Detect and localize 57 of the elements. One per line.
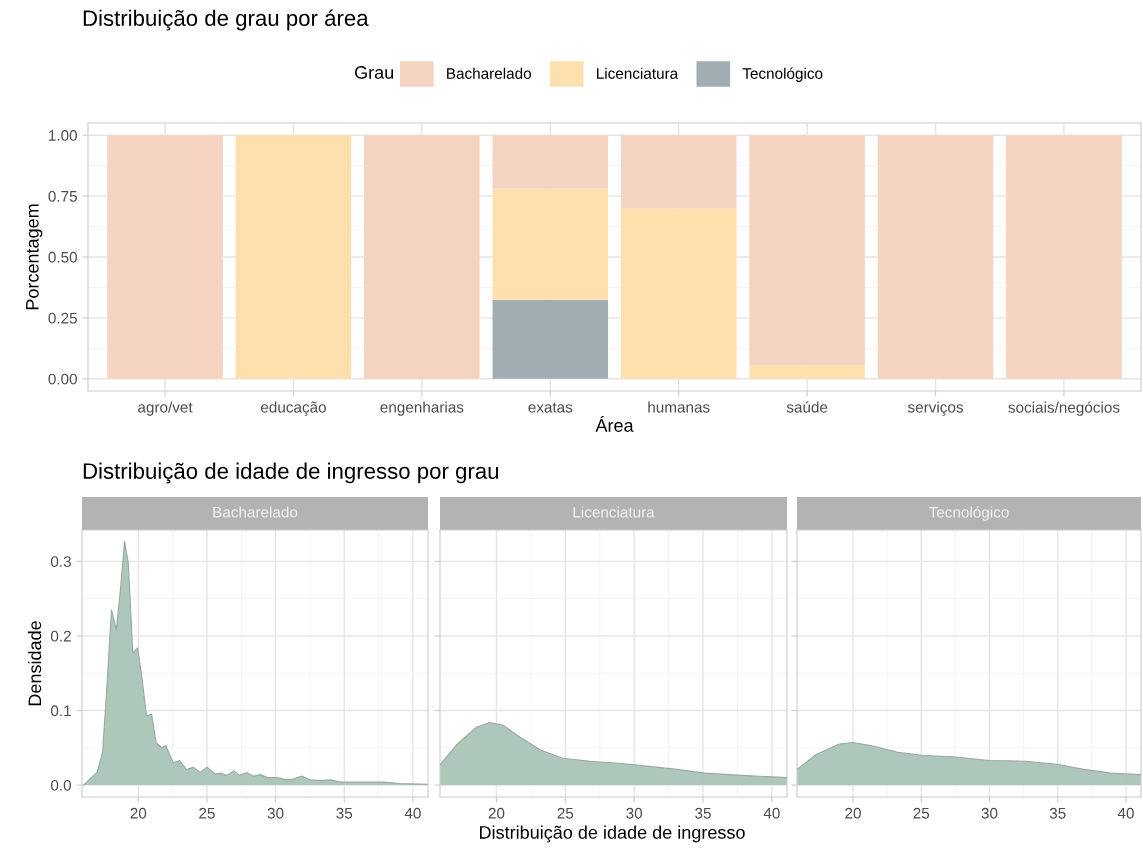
y-axis-title: Porcentagem (26, 204, 43, 310)
x-tick-label: 20 (130, 807, 147, 819)
x-tick-label: serviços (907, 401, 963, 416)
y-tick-label: 0.2 (50, 630, 71, 642)
x-tick-label: exatas (528, 402, 573, 413)
x-tick-label: 30 (981, 807, 998, 819)
bar (749, 135, 865, 366)
y-tick-label: 0.1 (50, 705, 71, 717)
x-axis-title: Área (595, 416, 634, 432)
x-tick-label: 30 (267, 807, 284, 819)
legend-label: Bacharelado (447, 67, 531, 79)
x-tick-label: agro/vet (138, 401, 193, 416)
bar (235, 135, 352, 379)
bar (1006, 135, 1122, 379)
legend-label: Licenciatura (597, 67, 679, 79)
x-tick-label: 35 (336, 807, 353, 819)
y-tick-label: 0.3 (50, 556, 71, 568)
bar (364, 135, 480, 379)
x-tick-label: 20 (845, 807, 861, 819)
x-tick-label: 40 (404, 807, 421, 819)
x-tick-label: humanas (648, 401, 710, 413)
x-axis-title: Distribuição de idade de ingresso (480, 825, 745, 843)
y-tick-label: 0.00 (48, 373, 77, 385)
x-tick-label: 20 (488, 807, 505, 819)
y-tick-label: 0.25 (48, 312, 77, 324)
x-tick-label: 25 (913, 807, 930, 819)
bar (492, 135, 609, 189)
x-tick-label: 35 (695, 807, 711, 819)
y-axis-title: Densidade (27, 621, 42, 706)
bar (877, 135, 994, 379)
x-tick-label: educação (260, 401, 326, 416)
chart-subtitle: Bacharelado (213, 506, 298, 518)
x-tick-label: sociais/negócios (1008, 401, 1120, 416)
x-tick-label: 25 (199, 807, 215, 819)
y-tick-label: 0.50 (48, 251, 77, 263)
bar (620, 135, 737, 209)
x-tick-label: engenharias (380, 401, 464, 416)
chart-title: Distribuição de grau por área (83, 9, 369, 31)
x-tick-label: 40 (763, 807, 780, 819)
bar (492, 188, 609, 300)
chart-subtitle: Licenciatura (573, 506, 655, 518)
bar (749, 365, 865, 379)
legend-label: Tecnológico (742, 67, 823, 82)
bar (492, 299, 609, 379)
x-tick-label: 35 (1049, 807, 1066, 819)
y-tick-label: 1.00 (49, 130, 77, 141)
bar (620, 208, 737, 379)
chart-subtitle: Tecnológico (929, 506, 1009, 521)
y-tick-label: 0.75 (48, 190, 77, 202)
x-tick-label: 25 (557, 807, 574, 819)
x-tick-label: 30 (626, 807, 643, 819)
chart-title: Distribuição de idade de ingresso por grau (83, 462, 499, 484)
bar (107, 135, 223, 379)
x-tick-label: 40 (1117, 807, 1134, 819)
legend-title: Grau (355, 66, 394, 79)
x-tick-label: saúde (786, 401, 828, 413)
y-tick-label: 0.0 (50, 779, 71, 791)
